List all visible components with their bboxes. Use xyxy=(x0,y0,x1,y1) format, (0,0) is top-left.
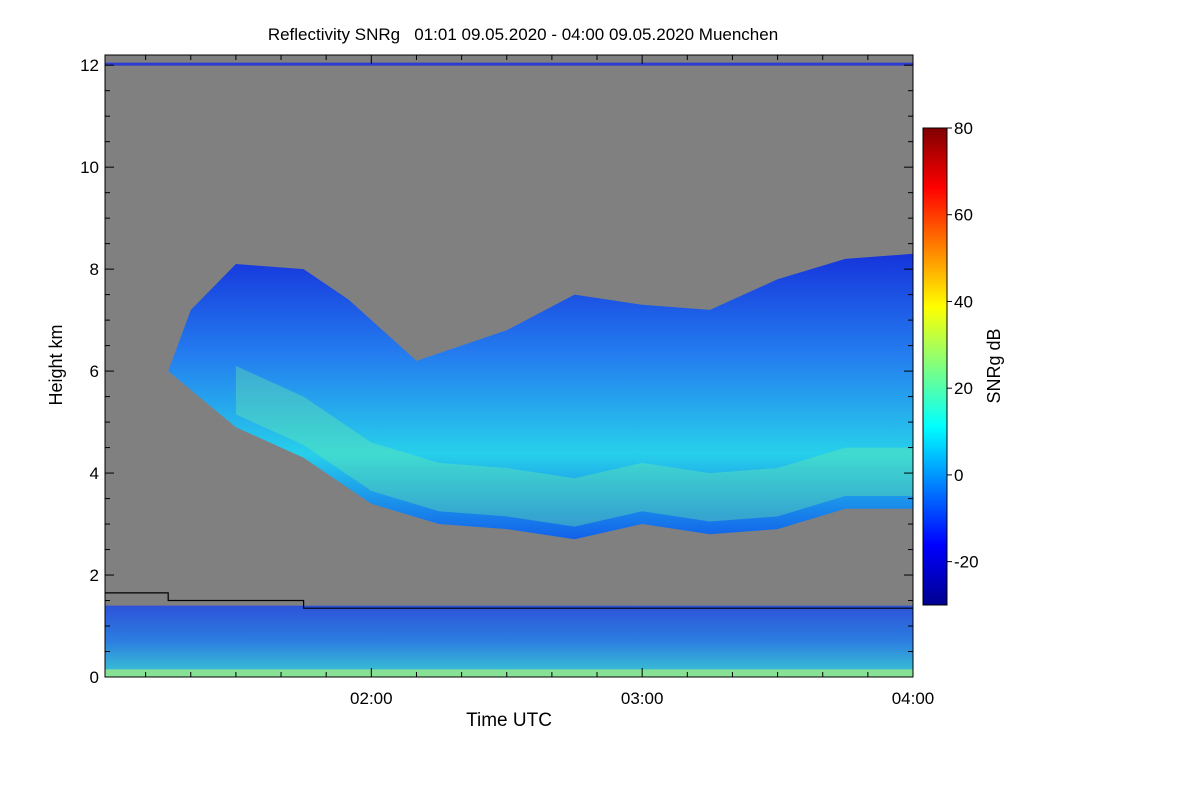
y-tick-label: 2 xyxy=(90,566,99,585)
y-tick-label: 10 xyxy=(80,158,99,177)
y-axis-label: Height km xyxy=(46,324,66,405)
plot-area xyxy=(105,55,913,677)
colorbar-tick-label: -20 xyxy=(954,553,979,572)
colorbar-ticks: -20 0 20 40 60 80 xyxy=(947,119,979,572)
colorbar: -20 0 20 40 60 80 SNRg dB xyxy=(922,119,1004,606)
colorbar-tick-label: 40 xyxy=(954,292,973,311)
cloud-echo-region xyxy=(168,253,913,540)
y-tick-label: 12 xyxy=(80,56,99,75)
y-tick-label: 6 xyxy=(90,362,99,381)
ground-clutter-band xyxy=(105,669,913,677)
x-axis-label: Time UTC xyxy=(466,710,552,731)
y-tick-label: 4 xyxy=(90,464,99,483)
y-axis: 0 2 4 6 8 10 12 xyxy=(80,56,913,687)
colorbar-label: SNRg dB xyxy=(984,328,1004,403)
colorbar-tick-label: 80 xyxy=(954,119,973,138)
colorbar-tick-label: 60 xyxy=(954,206,973,225)
x-tick-label: 03:00 xyxy=(621,689,664,708)
x-tick-label: 04:00 xyxy=(892,689,935,708)
chart-title: Reflectivity SNRg 01:01 09.05.2020 - 04:… xyxy=(268,25,778,44)
boundary-height-line xyxy=(105,592,913,609)
colorbar-scale xyxy=(922,127,948,606)
x-axis: 02:00 03:00 04:00 xyxy=(145,55,935,708)
colorbar-tick-label: 0 xyxy=(954,466,963,485)
y-tick-label: 8 xyxy=(90,260,99,279)
plot-frame xyxy=(104,54,914,678)
top-range-noise xyxy=(105,62,913,66)
cloud-core-echo xyxy=(235,366,913,527)
colorbar-tick-label: 20 xyxy=(954,379,973,398)
noise-echo-band xyxy=(105,605,913,677)
y-tick-label: 0 xyxy=(90,668,99,687)
cloud-layer xyxy=(168,253,913,540)
boundary-layer-echo xyxy=(105,62,913,677)
x-tick-label: 02:00 xyxy=(350,689,393,708)
